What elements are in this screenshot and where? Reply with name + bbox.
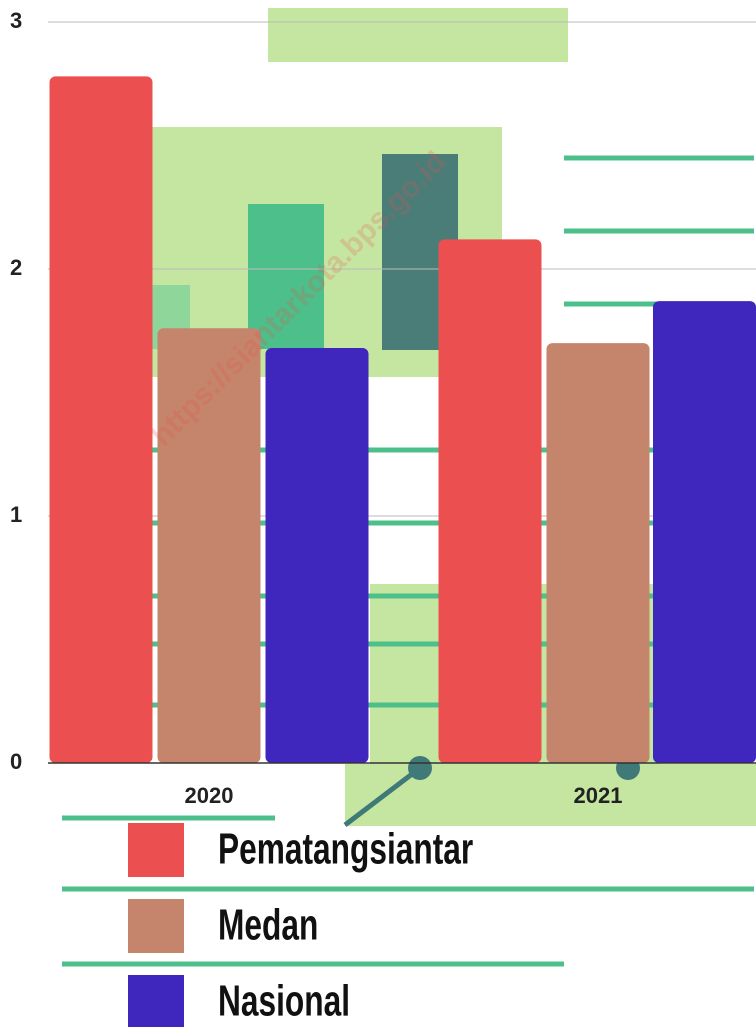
bar [438,239,542,764]
bar [265,348,369,763]
y-tick-label: 1 [10,502,22,527]
legend-label: Pematangsiantar [218,825,473,874]
bar [653,301,756,763]
x-tick-label: 2020 [185,783,234,808]
y-tick-label: 3 [10,8,22,33]
y-tick-label: 0 [10,749,22,774]
y-tick-label: 2 [10,255,22,280]
x-tick-label: 2021 [574,783,623,808]
legend-swatch [128,823,184,877]
legend-label: Medan [218,901,318,950]
legend-swatch [128,975,184,1027]
bar [157,328,261,763]
legend-label: Nasional [218,977,350,1026]
bars [49,76,756,764]
legend-swatch [128,899,184,953]
bar [546,343,650,763]
bar [49,76,153,764]
legend: Pematangsiantar Medan Nasional [128,823,473,1027]
